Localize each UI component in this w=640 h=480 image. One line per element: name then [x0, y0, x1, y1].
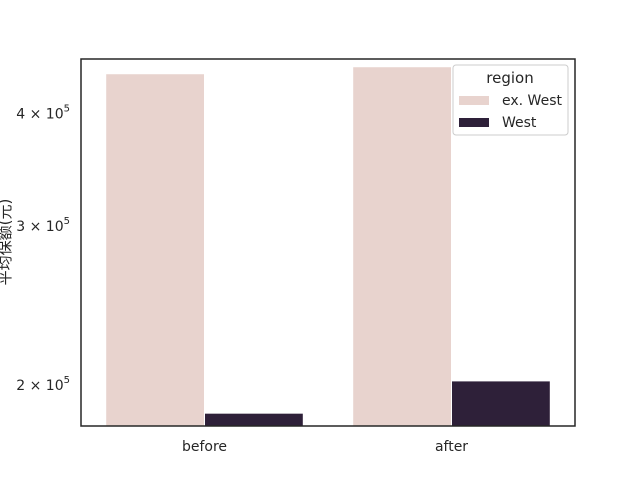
- legend-label-west: West: [502, 115, 537, 131]
- bar-west-before: [204, 412, 304, 427]
- legend: region ex. West West: [452, 64, 569, 136]
- bar-ex-west-before: [105, 73, 205, 427]
- legend-swatch-west: [459, 118, 489, 127]
- y-tick-label: 4 × 105: [16, 104, 70, 123]
- legend-label-ex-west: ex. West: [502, 93, 562, 109]
- bars-group: [105, 66, 551, 427]
- legend-swatch-ex-west: [459, 96, 489, 105]
- y-tick-label: 3 × 105: [16, 216, 70, 235]
- bar-ex-west-after: [352, 66, 453, 427]
- x-tick-label-after: after: [435, 439, 468, 455]
- legend-box: [452, 64, 569, 136]
- y-axis-label: 平均保额(元): [0, 199, 14, 286]
- y-tick-label: 2 × 105: [16, 375, 70, 394]
- x-tick-label-before: before: [182, 439, 227, 455]
- plot-frame: [80, 58, 576, 427]
- bar-west-after: [451, 380, 551, 427]
- legend-title: region: [486, 69, 533, 87]
- x-axis-ticks: before after: [182, 439, 468, 455]
- y-axis-ticks: 2 × 105 3 × 105 4 × 105: [16, 104, 70, 394]
